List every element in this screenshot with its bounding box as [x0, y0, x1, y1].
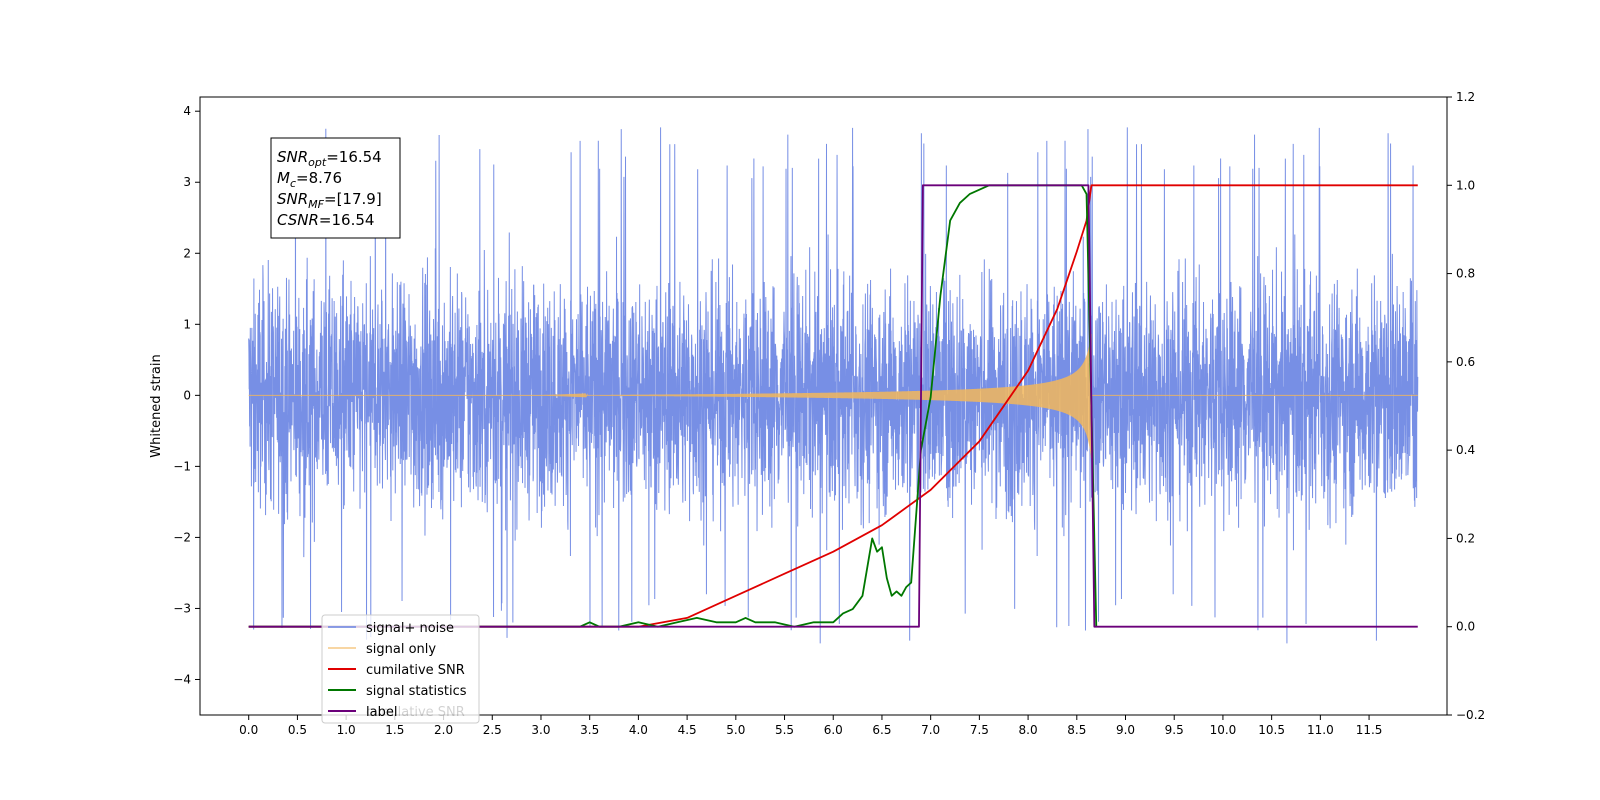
y-tick-label: 2 [183, 246, 191, 260]
annotation-box: SNRopt=16.54Mc=8.76SNRMF=[17.9]CSNR=16.5… [270, 137, 401, 239]
plot-frame [199, 96, 1448, 716]
annotation-line: CSNR=16.54 [277, 211, 374, 229]
x-tick-label: 9.0 [1116, 723, 1135, 737]
legend-label: signal only [366, 642, 436, 657]
x-tick-label: 3.0 [531, 723, 550, 737]
annotation-frame [270, 137, 401, 239]
series-signal-noise [248, 127, 1419, 644]
annotation-line: Mc=8.76 [277, 169, 342, 190]
y2-tick-label: 0.6 [1456, 355, 1475, 369]
x-tick-label: 4.5 [678, 723, 697, 737]
legend-label: label [366, 705, 397, 720]
x-tick-label: 2.5 [483, 723, 502, 737]
y-tick-label: 1 [183, 317, 191, 331]
y-tick-label: −1 [173, 459, 191, 473]
annotation-line: SNRMF=[17.9] [277, 190, 382, 211]
y2-tick-label: 0.8 [1456, 267, 1475, 281]
x-tick-label: 5.0 [726, 723, 745, 737]
x-tick-label: 1.0 [337, 723, 356, 737]
x-tick-label: 0.5 [288, 723, 307, 737]
y-tick-label: 4 [183, 104, 191, 118]
y-tick-label: 0 [183, 388, 191, 402]
x-tick-label: 6.0 [824, 723, 843, 737]
y2-tick-label: 1.0 [1456, 178, 1475, 192]
legend: cumilative SNR signal+ noise signal only cu… [321, 614, 480, 724]
x-tick-label: 7.5 [970, 723, 989, 737]
x-tick-label: 10.5 [1258, 723, 1285, 737]
x-tick-label: 11.0 [1307, 723, 1334, 737]
x-tick-label: 11.5 [1356, 723, 1383, 737]
y-tick-label: −4 [173, 672, 191, 686]
series-signal-only [248, 333, 1418, 459]
y-tick-label: −2 [173, 530, 191, 544]
y-tick-label: 3 [183, 175, 191, 189]
y2-tick-label: −0.2 [1456, 708, 1485, 722]
y-tick-label: −3 [173, 601, 191, 615]
annotation-line: SNRopt=16.54 [277, 148, 382, 169]
x-tick-label: 9.5 [1165, 723, 1184, 737]
y2-tick-label: 0.0 [1456, 620, 1475, 634]
x-tick-label: 1.5 [385, 723, 404, 737]
y2-tick-label: 0.4 [1456, 443, 1475, 457]
x-tick-label: 2.0 [434, 723, 453, 737]
legend-label: signal statistics [366, 684, 467, 699]
plot-area [248, 127, 1419, 644]
series-cumulative-snr [248, 184, 1418, 628]
y2-tick-label: 1.2 [1456, 90, 1475, 104]
x-tick-label: 3.5 [580, 723, 599, 737]
x-tick-label: 7.0 [921, 723, 940, 737]
y-axis-label: Whitened strain [149, 354, 164, 457]
x-tick-label: 8.5 [1067, 723, 1086, 737]
axes: 0.0 0.5 1.0 1.5 2.0 2.5 3.0 3.5 4.0 4.5 5.0 5.5 6.0 6… [149, 90, 1485, 737]
x-tick-label: 5.5 [775, 723, 794, 737]
x-tick-label: 8.0 [1019, 723, 1038, 737]
legend-label: signal+ noise [366, 621, 454, 636]
legend-ghost-text: cumilative SNR [366, 705, 465, 720]
series-signal-statistics [248, 184, 1098, 628]
x-tick-label: 6.5 [872, 723, 891, 737]
legend-label: cumilative SNR [366, 663, 465, 678]
x-tick-label: 4.0 [629, 723, 648, 737]
x-tick-label: 0.0 [239, 723, 258, 737]
legend-frame [321, 614, 480, 724]
series-label [248, 184, 1418, 628]
y2-tick-label: 0.2 [1456, 531, 1475, 545]
x-tick-label: 10.0 [1210, 723, 1237, 737]
